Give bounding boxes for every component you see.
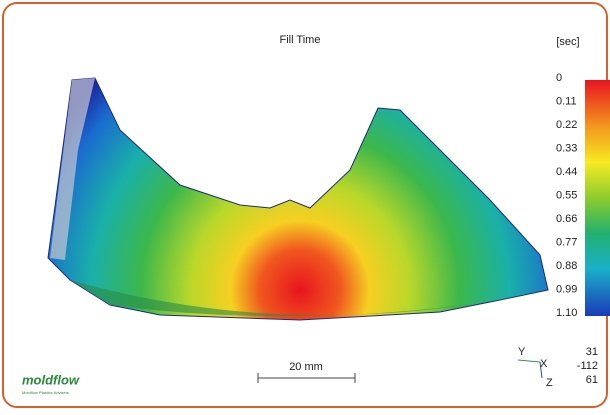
legend-label: 0.66 <box>556 213 577 225</box>
legend-label: 0.99 <box>556 283 577 295</box>
triad-value: 31 <box>586 346 598 358</box>
color-bar <box>585 80 610 316</box>
unit: [sec] <box>556 36 579 48</box>
triad-label: Z <box>546 377 553 389</box>
legend-label: 0.33 <box>556 142 577 154</box>
logo: moldflow <box>22 372 80 387</box>
triad-label: X <box>540 358 548 370</box>
logo-tagline: Moldflow Plastics Advisers <box>22 390 69 395</box>
title: Fill Time <box>280 34 321 46</box>
triad-value: -112 <box>577 360 598 372</box>
page: Fill Time [sec] 0 0.11 0.22 0.33 0.44 0.55 0.6… <box>0 0 610 410</box>
legend-label: 1.10 <box>556 307 577 319</box>
legend-label: 0.44 <box>556 166 577 178</box>
triad-value: 61 <box>586 374 598 386</box>
triad-label: Y <box>518 346 526 358</box>
legend-label: 0.88 <box>556 260 577 272</box>
legend-label: 0.55 <box>556 189 577 201</box>
legend-label: 0.77 <box>556 236 577 248</box>
screen: Fill Time [sec] 0 0.11 0.22 0.33 0.44 0.55 0.6… <box>0 0 610 410</box>
legend-label: 0.11 <box>556 95 577 107</box>
scale-label: 20 mm <box>289 361 323 373</box>
legend-label: 0 <box>556 72 562 84</box>
legend-label: 0.22 <box>556 119 577 131</box>
